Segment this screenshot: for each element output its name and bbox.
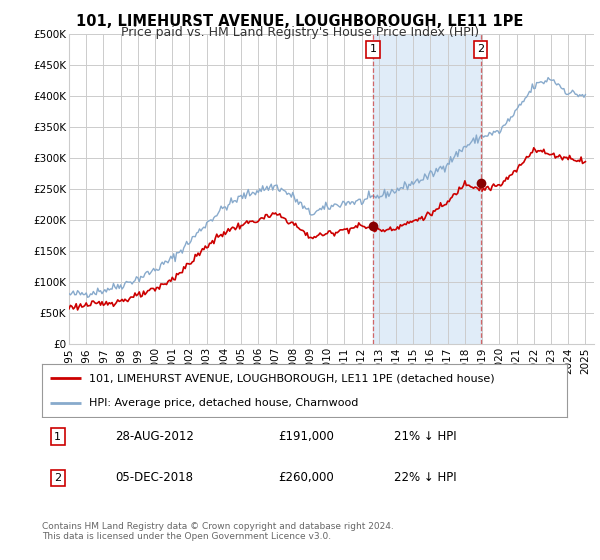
Text: HPI: Average price, detached house, Charnwood: HPI: Average price, detached house, Char… bbox=[89, 398, 359, 408]
Bar bbox=[373, 34, 481, 344]
Text: 05-DEC-2018: 05-DEC-2018 bbox=[115, 472, 193, 484]
Text: £191,000: £191,000 bbox=[278, 430, 334, 443]
Text: 2: 2 bbox=[54, 473, 61, 483]
Text: 101, LIMEHURST AVENUE, LOUGHBOROUGH, LE11 1PE: 101, LIMEHURST AVENUE, LOUGHBOROUGH, LE1… bbox=[76, 14, 524, 29]
Text: £260,000: £260,000 bbox=[278, 472, 334, 484]
Text: Contains HM Land Registry data © Crown copyright and database right 2024.
This d: Contains HM Land Registry data © Crown c… bbox=[42, 522, 394, 542]
Text: 1: 1 bbox=[370, 44, 376, 54]
Text: 2: 2 bbox=[477, 44, 484, 54]
Text: 101, LIMEHURST AVENUE, LOUGHBOROUGH, LE11 1PE (detached house): 101, LIMEHURST AVENUE, LOUGHBOROUGH, LE1… bbox=[89, 374, 495, 384]
Text: Price paid vs. HM Land Registry's House Price Index (HPI): Price paid vs. HM Land Registry's House … bbox=[121, 26, 479, 39]
Text: 1: 1 bbox=[54, 432, 61, 441]
Text: 22% ↓ HPI: 22% ↓ HPI bbox=[394, 472, 457, 484]
Text: 21% ↓ HPI: 21% ↓ HPI bbox=[394, 430, 457, 443]
Text: 28-AUG-2012: 28-AUG-2012 bbox=[115, 430, 194, 443]
